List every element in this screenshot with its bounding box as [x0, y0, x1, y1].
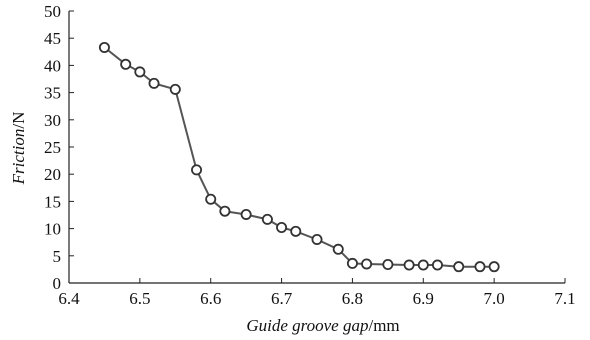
data-point — [346, 257, 358, 269]
x-tick-label: 6.9 — [413, 289, 434, 308]
data-point — [261, 213, 273, 225]
x-tick-label: 6.4 — [58, 289, 80, 308]
y-axis-title: Friction/N — [9, 112, 28, 186]
x-tick-label: 7.0 — [484, 289, 505, 308]
data-point — [417, 259, 429, 271]
y-tick-label: 0 — [53, 274, 62, 293]
x-axis-title-unit: /mm — [368, 316, 399, 335]
data-point — [474, 261, 486, 273]
data-point — [191, 164, 203, 176]
y-axis-title-unit: /N — [9, 112, 28, 129]
ticks: 0 5 10 15 20 25 30 35 40 45 50 6.4 6.5 6.6 6.7 6.8 6.9 7.… — [44, 2, 576, 308]
x-axis-title: Guide groove gap/mm — [246, 316, 399, 335]
y-tick-label: 45 — [44, 29, 61, 48]
data-point — [240, 208, 252, 220]
y-tick-label: 10 — [44, 220, 61, 239]
data-point — [134, 66, 146, 78]
x-tick-label: 6.5 — [129, 289, 150, 308]
x-tick-label: 6.6 — [200, 289, 221, 308]
data-point — [276, 222, 288, 234]
x-tick-label: 6.8 — [342, 289, 363, 308]
x-tick-label: 6.7 — [271, 289, 293, 308]
y-tick-label: 20 — [44, 165, 61, 184]
data-point — [361, 258, 373, 270]
plot-area — [98, 41, 500, 273]
data-point — [120, 58, 132, 70]
data-point — [205, 193, 217, 205]
data-point — [169, 83, 181, 95]
data-point — [382, 259, 394, 271]
data-point — [403, 259, 415, 271]
data-point — [431, 259, 443, 271]
data-point — [290, 225, 302, 237]
data-point — [488, 261, 500, 273]
y-axis-title-name: Friction — [9, 129, 28, 186]
y-tick-label: 15 — [44, 192, 61, 211]
data-point — [148, 77, 160, 89]
data-point — [98, 41, 110, 53]
data-point — [332, 243, 344, 255]
y-tick-label: 35 — [44, 84, 61, 103]
y-tick-label: 50 — [44, 2, 61, 21]
y-tick-label: 30 — [44, 111, 61, 130]
y-tick-label: 40 — [44, 56, 61, 75]
data-point — [219, 205, 231, 217]
x-tick-label: 7.1 — [554, 289, 575, 308]
x-axis-title-name: Guide groove gap — [246, 316, 368, 335]
data-point — [311, 233, 323, 245]
y-tick-label: 5 — [53, 247, 62, 266]
data-point — [453, 261, 465, 273]
y-tick-label: 25 — [44, 138, 61, 157]
